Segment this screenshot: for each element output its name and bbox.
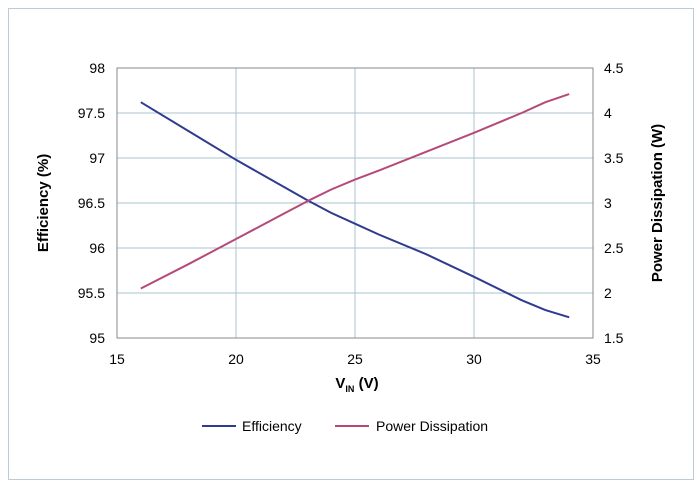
left-axis-ticks: 95 95.5 96 96.5 97 97.5 98 [78, 60, 105, 346]
right-tick-label: 2.5 [604, 240, 624, 256]
right-tick-label: 3.5 [604, 150, 624, 166]
grid [116, 67, 594, 339]
efficiency-line [140, 101, 570, 319]
left-tick-label: 97 [89, 150, 105, 166]
right-tick-label: 4 [604, 105, 612, 121]
legend: Efficiency Power Dissipation [202, 418, 488, 434]
x-tick-label: 15 [109, 351, 125, 367]
x-tick-label: 30 [466, 351, 482, 367]
right-tick-label: 4.5 [604, 60, 624, 76]
right-axis-ticks: 1.5 2 2.5 3 3.5 4 4.5 [604, 60, 624, 346]
right-tick-label: 1.5 [604, 330, 624, 346]
x-axis-title-unit: (V) [354, 375, 378, 392]
series-lines [140, 93, 570, 319]
legend-label-power-dissipation: Power Dissipation [376, 418, 488, 434]
legend-label-efficiency: Efficiency [242, 418, 302, 434]
power-dissipation-line [140, 93, 570, 290]
right-tick-label: 2 [604, 285, 612, 301]
x-axis-ticks: 15 20 25 30 35 [109, 351, 601, 367]
x-tick-label: 35 [585, 351, 601, 367]
right-tick-label: 3 [604, 195, 612, 211]
x-axis-title-subscript: IN [345, 384, 354, 394]
left-tick-label: 96.5 [78, 195, 105, 211]
x-axis-title-main: V [335, 375, 345, 392]
x-tick-label: 20 [228, 351, 244, 367]
right-axis-title: Power Dissipation (W) [649, 124, 666, 282]
left-tick-label: 95.5 [78, 285, 105, 301]
left-tick-label: 95 [89, 330, 105, 346]
x-tick-label: 25 [347, 351, 363, 367]
left-tick-label: 96 [89, 240, 105, 256]
left-tick-label: 97.5 [78, 105, 105, 121]
left-tick-label: 98 [89, 60, 105, 76]
x-axis-title: VIN (V) [335, 375, 378, 394]
chart-frame [8, 8, 694, 480]
left-axis-title: Efficiency (%) [35, 154, 52, 252]
plot-area [116, 67, 594, 339]
